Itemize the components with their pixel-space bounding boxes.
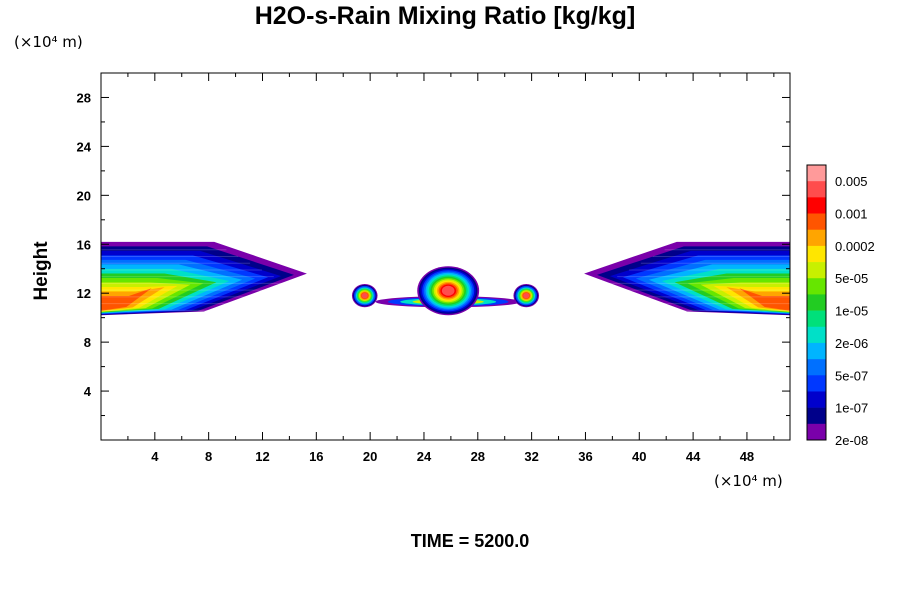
colorbar-swatch — [807, 213, 826, 231]
chart-title: H2O-s-Rain Mixing Ratio [kg/kg] — [254, 2, 636, 30]
colorbar-swatch — [807, 423, 826, 441]
y-tick-label: 4 — [84, 384, 92, 399]
y-axis: 4 8 12 16 20 24 28 — [77, 90, 790, 417]
colorbar-swatch — [807, 359, 826, 376]
x-tick-label: 4 — [151, 449, 159, 464]
x-tick-label: 44 — [686, 449, 701, 464]
y-tick-label: 8 — [84, 335, 91, 350]
colorbar-label: 2e-08 — [835, 433, 868, 448]
colorbar-label: 2e-06 — [835, 336, 868, 351]
colorbar-swatch — [807, 391, 826, 408]
x-tick-label: 32 — [524, 449, 538, 464]
y-tick-label: 16 — [77, 237, 91, 252]
y-tick-label: 24 — [77, 139, 92, 154]
x-tick-label: 8 — [205, 449, 212, 464]
colorbar-label: 0.0002 — [835, 239, 875, 254]
x-tick-label: 16 — [309, 449, 323, 464]
central-core-band — [441, 285, 455, 296]
colorbar: 0.005 0.001 0.0002 5e-05 1e-05 2e-06 5e-07 1e-0… — [806, 164, 875, 448]
x-axis-unit: (×10⁴ m) — [714, 472, 783, 490]
y-tick-label: 20 — [77, 188, 91, 203]
x-tick-label: 12 — [255, 449, 269, 464]
colorbar-swatch — [807, 294, 826, 311]
y-tick-label: 12 — [77, 286, 91, 301]
colorbar-label: 0.005 — [835, 174, 868, 189]
x-tick-label: 20 — [363, 449, 377, 464]
colorbar-swatch — [807, 245, 826, 263]
right-cell-band — [523, 293, 530, 299]
y-tick-label: 28 — [77, 90, 91, 105]
colorbar-swatch — [807, 278, 826, 295]
plot-frame — [100, 72, 791, 441]
colorbar-swatch — [807, 375, 826, 392]
x-axis: 4 8 12 16 20 24 28 32 36 40 44 48 — [127, 73, 775, 464]
colorbar-swatch — [807, 262, 826, 279]
left-cell-band — [361, 293, 368, 299]
colorbar-frame — [806, 164, 827, 441]
colorbar-swatch — [807, 310, 826, 328]
colorbar-swatch — [807, 229, 826, 247]
x-tick-label: 28 — [471, 449, 485, 464]
colorbar-label: 5e-07 — [835, 368, 868, 383]
colorbar-swatch — [807, 197, 826, 214]
colorbar-swatch — [807, 326, 826, 344]
x-tick-label: 24 — [417, 449, 432, 464]
y-axis-unit: (×10⁴ m) — [14, 33, 83, 51]
x-tick-label: 40 — [632, 449, 646, 464]
colorbar-swatch — [807, 165, 826, 182]
x-tick-label: 48 — [740, 449, 754, 464]
right-anvil-band — [739, 288, 790, 311]
x-tick-label: 36 — [578, 449, 592, 464]
colorbar-label: 0.001 — [835, 207, 868, 222]
colorbar-label: 5e-05 — [835, 271, 868, 286]
colorbar-swatch — [807, 181, 826, 198]
left-anvil-band — [101, 288, 152, 311]
time-label: TIME = 5200.0 — [410, 531, 530, 551]
colorbar-swatch — [807, 407, 826, 425]
mixing-ratio-field — [101, 241, 790, 316]
colorbar-swatch — [807, 342, 826, 360]
colorbar-label: 1e-05 — [835, 304, 868, 319]
colorbar-label: 1e-07 — [835, 401, 868, 416]
